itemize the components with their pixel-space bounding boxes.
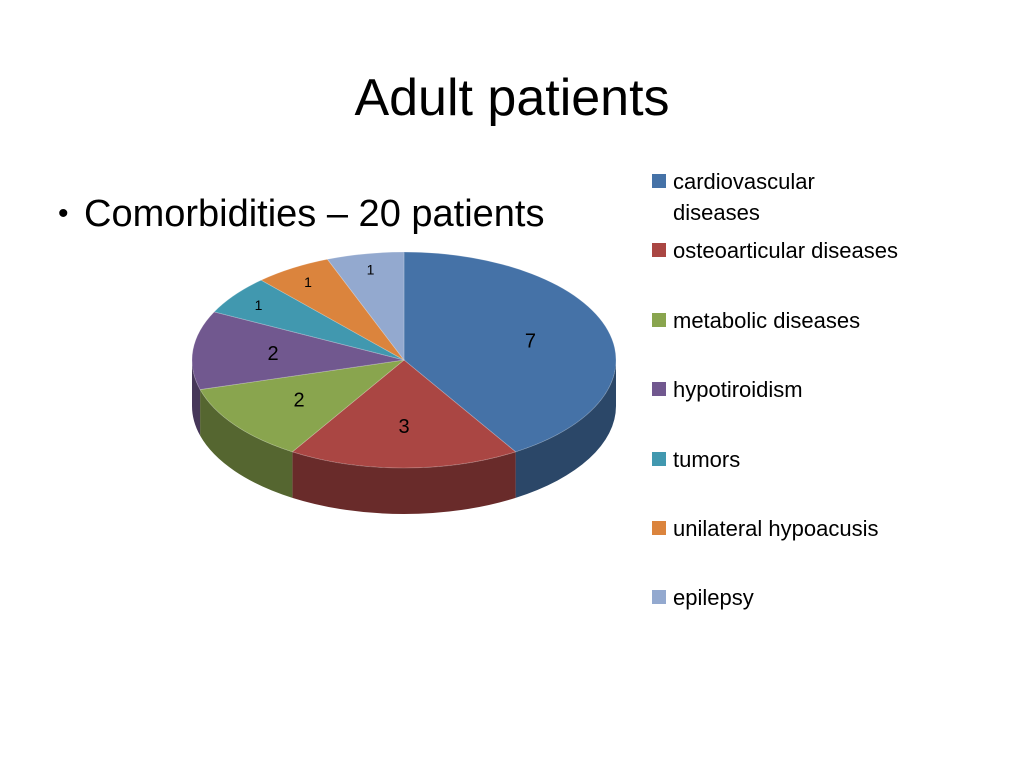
legend-swatch-4: [652, 452, 666, 466]
pie-slice-side-1: [292, 451, 516, 514]
pie-data-label-1: 3: [398, 416, 409, 438]
pie-data-label-2: 2: [294, 389, 305, 411]
pie-data-label-3: 2: [268, 343, 279, 365]
legend-label-3: hypotiroidism: [673, 377, 803, 402]
pie-slice-side-3: [192, 360, 201, 436]
pie-data-label-5: 1: [304, 274, 312, 290]
pie-slice-4: [213, 279, 405, 361]
bullet-dot: •: [58, 197, 69, 230]
pie-data-label-0: 7: [525, 331, 536, 353]
pie-slice-side-2: [200, 389, 293, 498]
legend-swatch-1: [652, 243, 666, 257]
pie-data-label-4: 1: [255, 297, 263, 313]
legend-label-5: unilateral hypoacusis: [673, 516, 879, 541]
legend-swatch-5: [652, 521, 666, 535]
pie-slice-0: [403, 251, 617, 453]
pie-slice-5: [260, 258, 405, 361]
slide-title: Adult patients: [354, 69, 670, 127]
pie-slice-side-0: [515, 360, 616, 498]
pie-slice-1: [291, 359, 517, 469]
legend-label-0: cardiovascular diseases: [673, 169, 815, 225]
legend-swatch-0: [652, 174, 666, 188]
pie-slice-3: [191, 311, 405, 390]
legend-label-6: epilepsy: [673, 585, 754, 610]
bullet-text: Comorbidities – 20 patients: [84, 193, 545, 235]
bullet-item: • Comorbidities – 20 patients: [58, 186, 544, 242]
legend-label-2: metabolic diseases: [673, 308, 861, 333]
legend-label-4: tumors: [673, 447, 741, 472]
legend-label-1: osteoarticular diseases: [673, 238, 899, 263]
pie-slice-2: [199, 359, 406, 453]
pie-data-label-6: 1: [367, 262, 375, 278]
legend-swatch-3: [652, 382, 666, 396]
legend-swatch-6: [652, 590, 666, 604]
pie-slice-6: [326, 251, 405, 362]
legend-swatch-2: [652, 313, 666, 327]
